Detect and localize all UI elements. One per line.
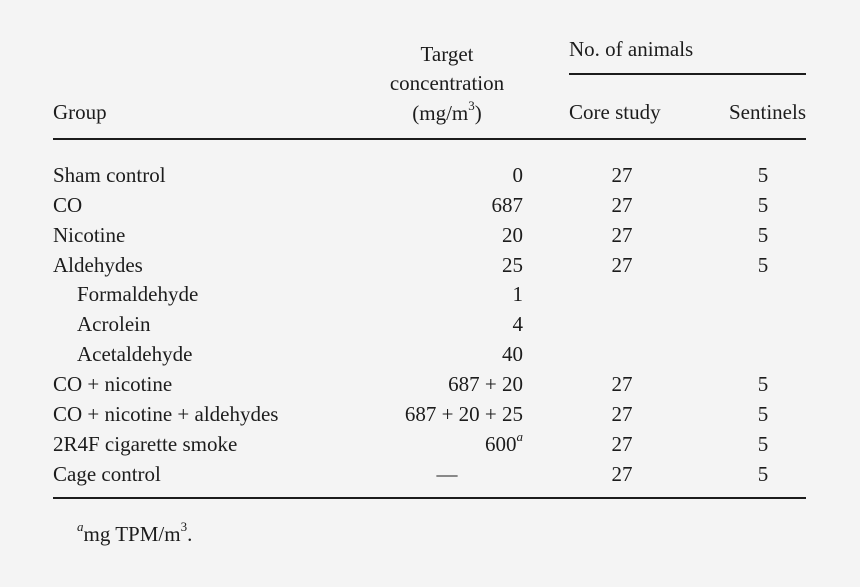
cell-group: Formaldehyde xyxy=(77,282,199,306)
cell-core-study: 27 xyxy=(611,402,633,426)
footnote: amg TPM/m3. xyxy=(77,519,193,546)
cell-concentration: 4 xyxy=(512,312,524,336)
cell-concentration: 687 xyxy=(491,193,524,217)
cell-core-study: 27 xyxy=(611,253,633,277)
cell-concentration: 1 xyxy=(512,282,524,306)
col-header-target-2: concentration xyxy=(389,71,505,95)
cell-group: Cage control xyxy=(53,462,161,486)
col-header-sentinels: Sentinels xyxy=(729,100,806,124)
cell-sentinels: 5 xyxy=(757,432,769,456)
header-rule xyxy=(53,138,806,140)
cell-group: Acrolein xyxy=(77,312,151,336)
bottom-rule xyxy=(53,497,806,499)
col-header-animals: No. of animals xyxy=(569,37,694,61)
col-header-target-1: Target xyxy=(420,42,474,66)
cell-group: Aldehydes xyxy=(53,253,143,277)
cell-sentinels: 5 xyxy=(757,253,769,277)
cell-core-study: 27 xyxy=(611,372,633,396)
cell-concentration: 20 xyxy=(502,223,523,247)
cell-group: CO + nicotine + aldehydes xyxy=(53,402,279,426)
cell-sentinels: 5 xyxy=(757,163,769,187)
cell-group: CO + nicotine xyxy=(53,372,173,396)
cell-sentinels: 5 xyxy=(757,372,769,396)
col-header-group: Group xyxy=(53,100,107,124)
cell-concentration: 40 xyxy=(502,342,523,366)
cell-concentration: 0 xyxy=(512,163,524,187)
cell-core-study: 27 xyxy=(611,163,633,187)
cell-concentration: 687 + 20 + 25 xyxy=(404,402,523,426)
cell-sentinels: 5 xyxy=(757,193,769,217)
cell-core-study: 27 xyxy=(611,462,633,486)
cell-sentinels: 5 xyxy=(757,462,769,486)
cell-core-study: 27 xyxy=(611,223,633,247)
cell-group: 2R4F cigarette smoke xyxy=(53,432,238,456)
cell-sentinels: 5 xyxy=(757,223,769,247)
animals-rule xyxy=(569,73,806,75)
cell-group: Acetaldehyde xyxy=(77,342,193,366)
cell-core-study: 27 xyxy=(611,193,633,217)
col-header-target-3: (mg/m3) xyxy=(412,98,482,125)
col-header-core: Core study xyxy=(569,100,661,124)
cell-concentration: 25 xyxy=(502,253,523,277)
cell-concentration: 600a xyxy=(485,429,523,456)
cell-core-study: 27 xyxy=(611,432,633,456)
cell-concentration: — xyxy=(436,462,458,486)
cell-concentration: 687 + 20 xyxy=(448,372,523,396)
cell-group: Sham control xyxy=(53,163,166,187)
cell-group: CO xyxy=(53,193,83,217)
cell-group: Nicotine xyxy=(53,223,126,247)
cell-sentinels: 5 xyxy=(757,402,769,426)
